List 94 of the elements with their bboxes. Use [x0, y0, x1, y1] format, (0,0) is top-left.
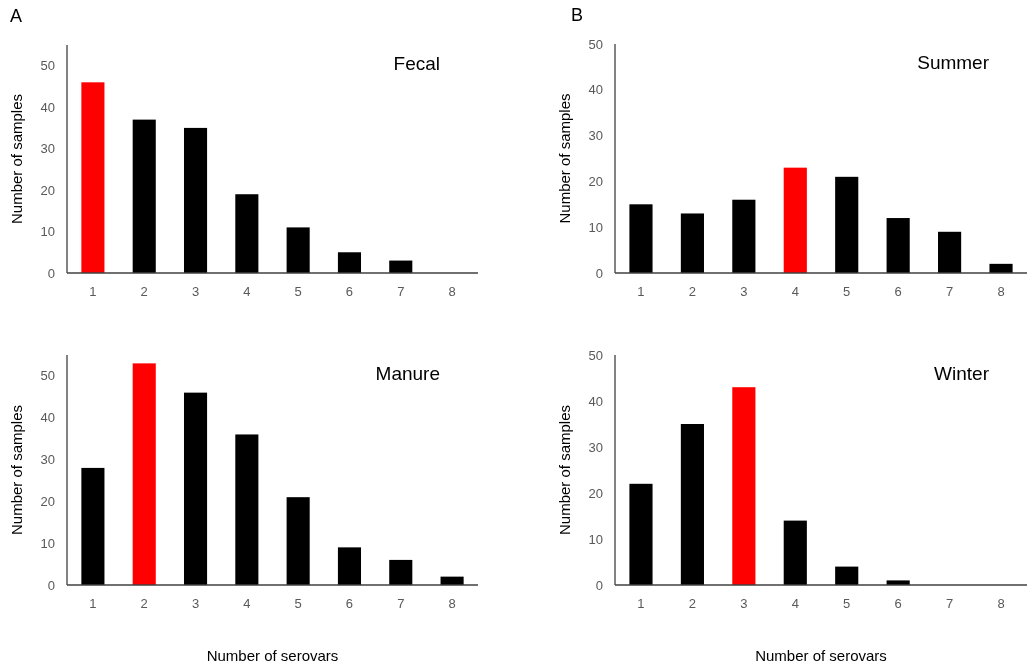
y-tick-label: 30	[588, 128, 603, 144]
y-tick-label: 20	[40, 182, 55, 198]
x-tick-label: 2	[140, 596, 148, 611]
bar	[235, 194, 259, 273]
x-tick-label: 7	[945, 596, 954, 611]
bar	[286, 497, 310, 585]
x-axis-title: Number of serovars	[755, 647, 887, 664]
x-tick-label: 4	[791, 596, 799, 611]
x-tick-label: 1	[89, 284, 97, 299]
x-tick-label: 8	[997, 284, 1005, 299]
y-tick-label: 10	[588, 219, 603, 235]
y-tick-label: 20	[40, 493, 55, 509]
x-tick-label: 2	[140, 284, 148, 299]
chart-title: Winter	[934, 363, 990, 384]
text: A	[10, 6, 23, 26]
y-tick-label: 10	[40, 224, 55, 240]
y-axis-title: Number of samples	[8, 404, 25, 536]
y-tick-label: 50	[40, 58, 55, 74]
x-tick-label: 6	[894, 284, 902, 299]
bar	[183, 127, 208, 273]
bar	[732, 387, 756, 585]
bar	[938, 231, 962, 273]
x-tick-label: 3	[740, 284, 748, 299]
y-axis-title: Number of samples	[556, 404, 573, 536]
bar	[783, 520, 807, 585]
x-tick-label: 3	[740, 596, 748, 611]
x-tick-label: 4	[791, 284, 799, 299]
x-tick-label: 4	[243, 284, 251, 299]
y-axis-title: Number of samples	[556, 93, 573, 224]
y-axis-title: Number of samples	[8, 93, 25, 225]
bar	[783, 167, 807, 273]
y-tick-label: 10	[40, 535, 55, 551]
y-tick-label: 40	[40, 410, 55, 426]
y-tick-label: 40	[40, 99, 55, 115]
bar	[835, 176, 859, 273]
bar	[183, 392, 208, 585]
y-tick-label: 0	[47, 577, 55, 593]
x-tick-label: 8	[448, 596, 456, 611]
y-tick-label: 0	[595, 577, 603, 593]
bar	[886, 218, 910, 273]
x-tick-label: 3	[191, 596, 200, 611]
x-tick-label: 2	[688, 596, 697, 611]
x-tick-label: 1	[637, 596, 645, 611]
chart-title: Fecal	[393, 53, 440, 74]
bar	[81, 82, 105, 273]
bar	[732, 199, 756, 273]
x-tick-label: 5	[843, 596, 851, 611]
y-tick-label: 50	[40, 368, 55, 384]
x-tick-label: 1	[89, 596, 97, 611]
x-tick-label: 8	[997, 596, 1005, 611]
bar	[132, 363, 156, 585]
bar	[629, 483, 653, 585]
bar	[680, 424, 704, 585]
y-tick-label: 10	[588, 531, 603, 547]
x-tick-label: 1	[637, 284, 645, 299]
y-tick-label: 20	[588, 485, 603, 501]
bar	[337, 547, 362, 585]
x-axis-title: Number of serovars	[206, 647, 339, 664]
y-tick-label: 50	[588, 36, 603, 52]
bar	[337, 252, 362, 273]
y-tick-label: 40	[588, 393, 603, 409]
bar	[81, 467, 105, 585]
x-tick-label: 4	[243, 596, 251, 611]
bar	[680, 213, 704, 273]
x-tick-label: 6	[345, 596, 354, 611]
x-tick-label: 3	[191, 284, 200, 299]
y-tick-label: 30	[588, 439, 603, 455]
bar	[629, 204, 653, 273]
x-tick-label: 7	[397, 284, 405, 299]
text: B	[571, 5, 584, 25]
y-tick-label: 30	[40, 141, 55, 157]
chart-title: Manure	[375, 363, 440, 384]
bar	[835, 566, 859, 585]
bar	[389, 559, 413, 585]
x-tick-label: 5	[294, 596, 302, 611]
y-tick-label: 20	[588, 173, 603, 189]
x-tick-label: 5	[843, 284, 851, 299]
x-tick-label: 8	[448, 284, 456, 299]
bar	[989, 263, 1013, 273]
bar	[235, 434, 259, 585]
x-tick-label: 7	[945, 284, 954, 299]
x-tick-label: 6	[345, 284, 354, 299]
bar	[286, 227, 310, 273]
y-tick-label: 0	[47, 265, 55, 281]
x-tick-label: 6	[894, 596, 902, 611]
bar	[132, 119, 156, 273]
x-tick-label: 7	[397, 596, 405, 611]
x-tick-label: 2	[688, 284, 697, 299]
y-tick-label: 50	[588, 347, 603, 363]
y-tick-label: 40	[588, 82, 603, 98]
y-tick-label: 0	[595, 265, 603, 281]
chart-title: Summer	[917, 52, 990, 73]
y-tick-label: 30	[40, 452, 55, 468]
x-tick-label: 5	[294, 284, 302, 299]
